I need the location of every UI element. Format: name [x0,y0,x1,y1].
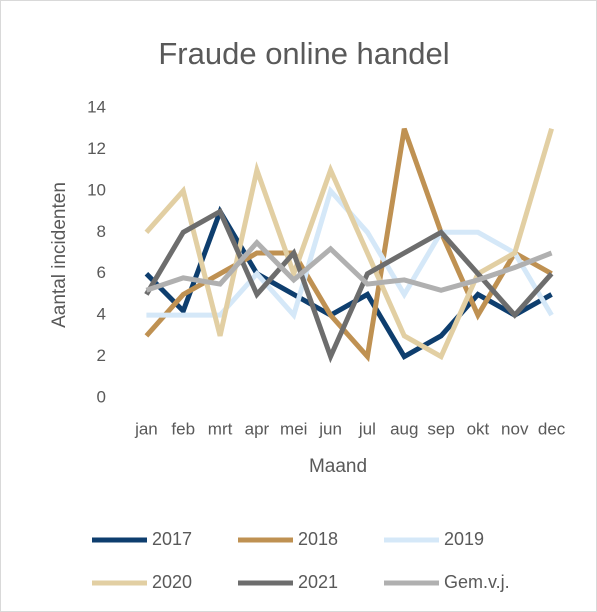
series-line [144,205,553,360]
y-tick-label: 2 [97,346,106,365]
legend-label: 2018 [298,529,338,549]
y-tick-label: 4 [97,305,106,324]
x-tick-label: apr [245,419,270,438]
series-line [144,208,554,364]
x-tick-label: mrt [208,419,233,438]
chart-title: Fraude online handel [158,36,449,71]
y-tick-label: 6 [97,263,106,282]
legend-label: 2019 [444,529,484,549]
y-tick-label: 10 [87,180,106,199]
y-tick-label: 12 [87,139,106,158]
y-tick-label: 14 [87,97,106,116]
series-line [144,127,553,363]
y-axis-label: Aantal incidenten [49,182,70,328]
x-tick-label: dec [538,419,566,438]
x-tick-label: okt [467,419,490,438]
y-tick-label: 0 [97,387,106,406]
x-tick-label: mei [280,419,307,438]
x-tick-label: nov [501,419,529,438]
x-tick-label: jul [358,419,376,438]
x-tick-label: feb [171,419,195,438]
x-tick-label: sep [427,419,454,438]
y-tick-label: 8 [97,222,106,241]
legend-label: 2020 [152,572,192,592]
x-tick-label: jun [318,419,342,438]
x-tick-label: aug [390,419,418,438]
series-line [145,238,553,293]
legend-label: Gem.v.j. [444,572,510,592]
series-line [144,128,554,361]
x-axis-label: Maand [309,456,367,477]
legend-label: 2017 [152,529,192,549]
legend-label: 2021 [298,572,338,592]
x-tick-label: jan [134,419,158,438]
